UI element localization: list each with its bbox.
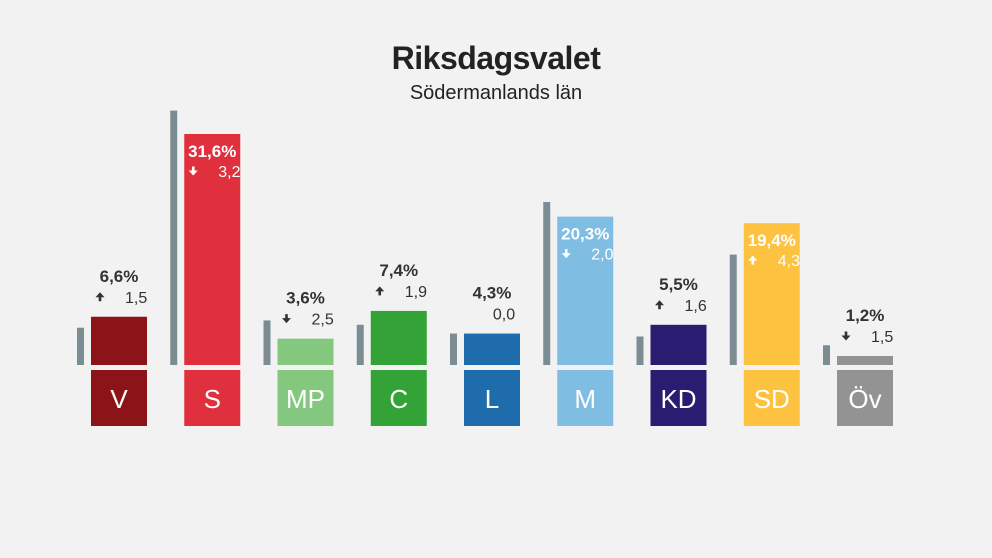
change-arrow-V xyxy=(95,292,105,302)
previous-bar-M xyxy=(543,201,551,365)
previous-bar-L xyxy=(450,333,457,365)
bar-MP xyxy=(277,338,334,365)
previous-bar-MP xyxy=(263,320,271,365)
party-label-MP: MP xyxy=(286,384,325,414)
change-label-C: 1,9 xyxy=(405,284,427,301)
party-label-L: L xyxy=(485,384,499,414)
change-arrow-MP xyxy=(282,314,291,324)
value-label-Öv: 1,2% xyxy=(846,306,885,325)
change-arrow-SD xyxy=(748,255,758,265)
chart-title: Riksdagsvalet xyxy=(391,40,601,76)
change-label-S: 3,2 xyxy=(218,164,240,181)
value-label-C: 7,4% xyxy=(379,261,418,280)
value-label-L: 4,3% xyxy=(473,284,512,303)
bar-V xyxy=(91,316,147,365)
bar-KD xyxy=(650,324,707,365)
value-label-S: 31,6% xyxy=(188,142,236,161)
value-label-V: 6,6% xyxy=(100,267,139,286)
party-badge-MP xyxy=(277,370,334,426)
party-badge-L xyxy=(464,370,520,426)
change-label-Öv: 1,5 xyxy=(871,329,893,346)
party-label-M: M xyxy=(574,384,596,414)
party-label-SD: SD xyxy=(754,384,790,414)
change-arrow-KD xyxy=(655,300,664,310)
change-arrow-C xyxy=(375,286,385,296)
party-label-Öv: Öv xyxy=(848,384,881,414)
party-badge-M xyxy=(557,370,614,426)
party-badge-C xyxy=(370,370,427,426)
party-badge-SD xyxy=(743,370,800,426)
change-label-KD: 1,6 xyxy=(685,298,707,315)
change-arrow-M xyxy=(561,249,571,259)
previous-bar-S xyxy=(170,110,178,365)
change-label-L: 0,0 xyxy=(493,307,515,324)
value-label-MP: 3,6% xyxy=(286,289,325,308)
previous-bar-C xyxy=(356,324,364,365)
party-label-KD: KD xyxy=(660,384,696,414)
party-badge-S xyxy=(184,370,241,426)
change-label-V: 1,5 xyxy=(125,290,147,307)
previous-bar-SD xyxy=(729,254,737,365)
bar-Öv xyxy=(837,356,893,365)
value-label-SD: 19,4% xyxy=(748,231,796,250)
change-label-MP: 2,5 xyxy=(312,312,334,329)
party-badge-Öv xyxy=(837,370,893,426)
bar-M xyxy=(557,216,614,365)
party-badge-V xyxy=(91,370,147,426)
chart-subtitle: Södermanlands län xyxy=(409,82,583,104)
previous-bar-Öv xyxy=(823,345,830,365)
value-label-M: 20,3% xyxy=(561,225,609,244)
bar-C xyxy=(370,310,427,365)
change-label-M: 2,0 xyxy=(591,247,613,264)
change-arrow-Öv xyxy=(841,331,851,341)
party-badge-KD xyxy=(650,370,707,426)
bar-L xyxy=(464,333,520,365)
party-label-V: V xyxy=(110,384,128,414)
bar-SD xyxy=(743,223,800,365)
previous-bar-V xyxy=(77,327,84,365)
change-arrow-S xyxy=(188,166,198,176)
change-label-SD: 4,3 xyxy=(778,253,800,270)
party-label-S: S xyxy=(204,384,221,414)
party-label-C: C xyxy=(389,384,408,414)
value-label-KD: 5,5% xyxy=(659,275,698,294)
previous-bar-KD xyxy=(636,336,644,365)
